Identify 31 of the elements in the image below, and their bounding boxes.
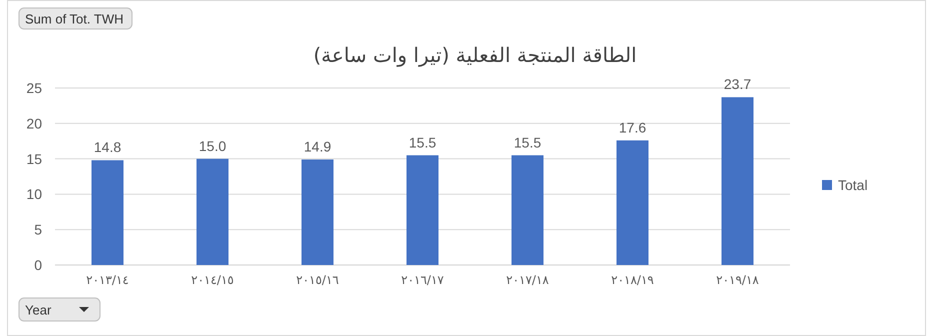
text: Sum of Tot. TWH: [25, 12, 124, 26]
y-tick-label: 10: [26, 186, 42, 202]
x-tick-label: ٢٠١٩/١٨: [716, 273, 760, 287]
x-tick-label: ٢٠١٣/١٤: [86, 273, 129, 287]
text: 15.5: [408, 134, 436, 150]
text: 23.7: [724, 76, 752, 92]
bar: [92, 160, 124, 265]
y-tick-label: 25: [26, 80, 42, 96]
text: 15.0: [198, 138, 226, 154]
y-tick-label: 0: [34, 257, 42, 273]
x-tick-label: ٢٠١٧/١٨: [506, 273, 550, 287]
bar: [722, 97, 754, 265]
text: Year: [25, 302, 52, 318]
bar: [196, 158, 228, 265]
y-tick-label: 5: [34, 222, 42, 238]
bar: [512, 155, 544, 265]
y-tick-label: 20: [26, 115, 42, 132]
text: 17.6: [618, 119, 646, 136]
legend-label: Total: [838, 177, 868, 193]
text: 14.8: [94, 139, 122, 156]
x-tick-label: ٢٠١٦/١٧: [401, 273, 444, 287]
chart-title: الطاقة المنتجة الفعلية (تيرا وات ساعة): [313, 43, 637, 67]
y-tick-label: 15: [26, 150, 42, 167]
bar: [406, 155, 438, 265]
bar: [302, 160, 334, 265]
bar: [616, 140, 648, 265]
x-tick-label: ٢٠١٥/١٦: [296, 273, 339, 287]
x-tick-label: ٢٠١٤/١٥: [191, 273, 234, 287]
text: 15.5: [514, 134, 542, 150]
text: 14.9: [304, 138, 332, 155]
x-tick-label: ٢٠١٨/١٩: [611, 273, 654, 287]
